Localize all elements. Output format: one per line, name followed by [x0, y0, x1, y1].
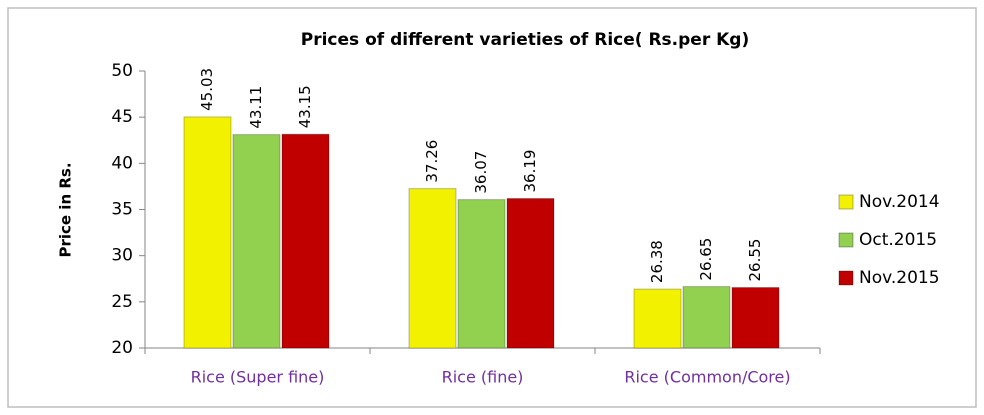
x-tick-label: Rice (fine) [442, 368, 524, 387]
data-label: 45.03 [198, 68, 216, 111]
data-label: 26.55 [746, 239, 764, 282]
y-tick-label: 35 [111, 200, 133, 220]
data-label: 43.15 [296, 85, 314, 128]
y-tick-label: 20 [111, 338, 133, 358]
bar [183, 116, 232, 349]
y-tick-label: 50 [111, 61, 133, 81]
bar [457, 199, 506, 349]
bar [731, 287, 780, 349]
data-label: 26.38 [648, 240, 666, 283]
bar [506, 198, 555, 349]
bar [281, 133, 330, 349]
y-tick-label: 30 [111, 246, 133, 266]
legend-label: Oct.2015 [859, 230, 937, 250]
data-label: 36.19 [521, 150, 539, 193]
bar [408, 188, 457, 349]
bar [232, 134, 281, 349]
y-tick-label: 40 [111, 153, 133, 173]
y-tick-label: 45 [111, 107, 133, 127]
data-label: 43.11 [247, 86, 265, 129]
legend-swatch [838, 232, 854, 248]
y-axis-label: Price in Rs. [57, 162, 75, 257]
data-label: 36.07 [472, 151, 490, 194]
x-tick-label: Rice (Common/Core) [624, 368, 790, 387]
x-tick-label: Rice (Super fine) [191, 368, 325, 387]
legend-label: Nov.2015 [859, 268, 940, 288]
legend-swatch [838, 270, 854, 286]
y-tick-label: 25 [111, 292, 133, 312]
data-label: 26.65 [697, 238, 715, 281]
legend-label: Nov.2014 [859, 192, 940, 212]
data-label: 37.26 [423, 140, 441, 183]
legend-swatch [838, 194, 854, 210]
chart-title: Prices of different varieties of Rice( R… [301, 30, 749, 50]
bar [633, 288, 682, 349]
bar [682, 286, 731, 349]
